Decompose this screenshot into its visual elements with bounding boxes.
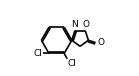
Text: Cl: Cl [68, 59, 76, 68]
Text: O: O [83, 20, 90, 29]
Text: Cl: Cl [34, 49, 43, 58]
Text: N: N [71, 20, 77, 29]
Text: O: O [97, 38, 104, 47]
